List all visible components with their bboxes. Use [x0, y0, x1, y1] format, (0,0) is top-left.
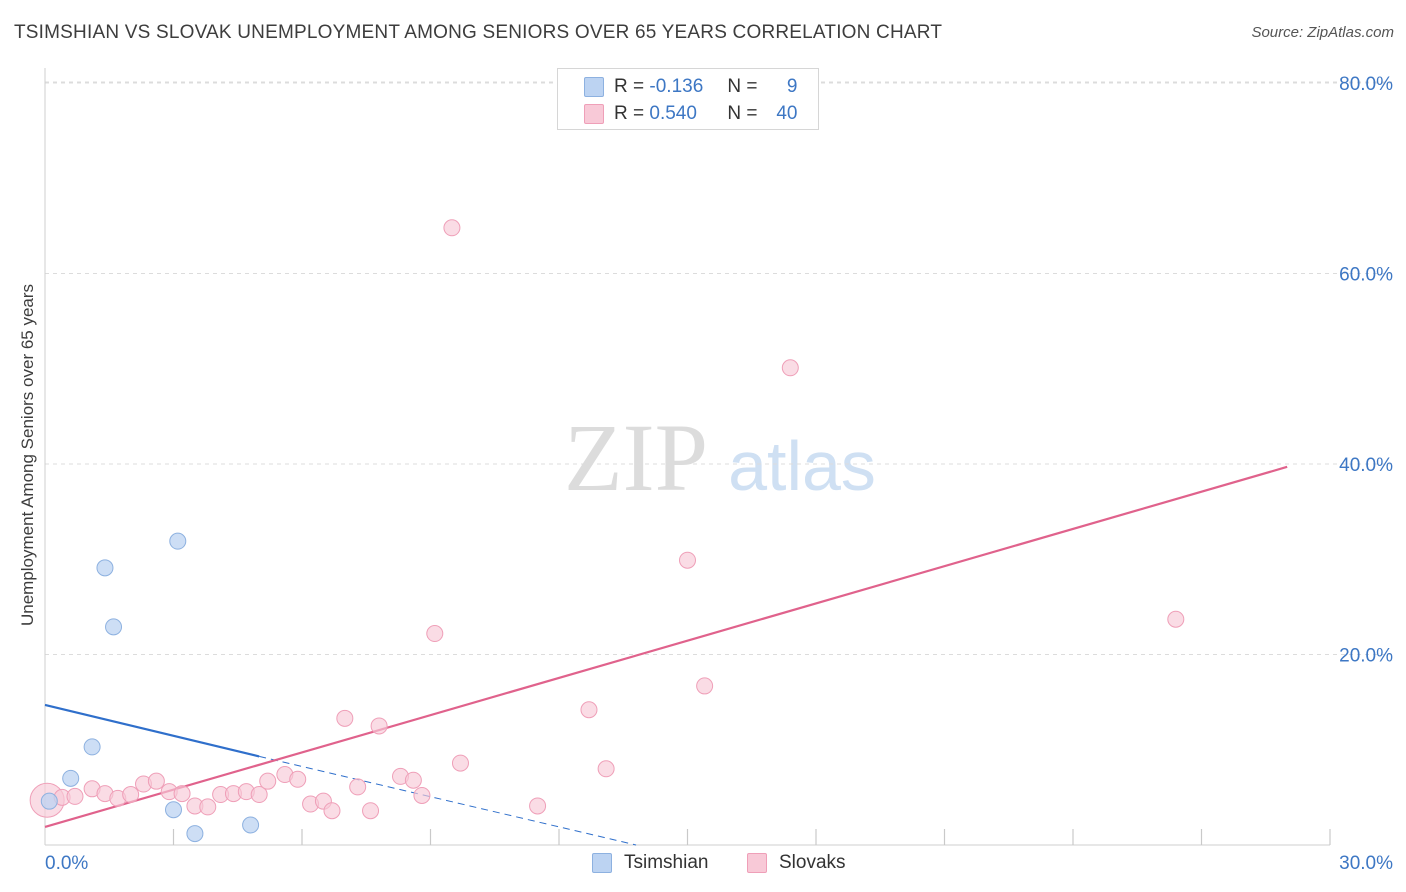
y-tick-label: 60.0%	[1339, 265, 1393, 286]
source-label: Source: ZipAtlas.com	[1251, 24, 1394, 41]
x-tick-label: 0.0%	[45, 853, 88, 874]
slovaks-point	[66, 787, 84, 805]
watermark-atlas: atlas	[728, 427, 876, 505]
slovaks-point	[289, 770, 307, 788]
slovaks-point	[250, 786, 268, 804]
slovaks-point	[199, 798, 217, 816]
slovaks-point	[404, 771, 422, 789]
legend-n-value: 40	[776, 103, 798, 124]
slovaks-trend-line	[44, 465, 1288, 828]
legend-row-slovaks: R = 0.540 N = 40	[584, 102, 798, 126]
slovaks-point	[147, 772, 165, 790]
legend-r-value: -0.136	[649, 76, 704, 97]
tsimshian-trend-extension	[259, 755, 637, 846]
correlation-legend: R = -0.136 N = 9 R = 0.540 N = 40	[557, 68, 819, 130]
bottom-legend-slovaks: Slovaks	[747, 852, 846, 874]
slovaks-point	[370, 717, 388, 735]
slovaks-point	[679, 551, 696, 569]
tick-labels: 20.0% 40.0% 60.0% 80.0% 0.0% 30.0%	[45, 74, 1393, 874]
slovaks-point	[451, 754, 469, 772]
tsimshian-point	[96, 559, 114, 577]
slovaks-point	[443, 219, 461, 237]
legend-n-label: N =	[727, 103, 758, 124]
chart-title: TSIMSHIAN VS SLOVAK UNEMPLOYMENT AMONG S…	[14, 22, 943, 43]
slovaks-point	[696, 677, 714, 695]
data-points	[29, 219, 1185, 843]
tsimshian-point	[105, 618, 123, 636]
tsimshian-point	[169, 532, 187, 550]
slovaks-point	[362, 802, 380, 820]
tsimshian-point	[186, 825, 204, 843]
slovaks-point	[259, 772, 277, 790]
slovaks-point	[173, 785, 191, 803]
legend-n-value: 9	[786, 76, 798, 97]
legend-r-label: R =	[614, 103, 645, 124]
slovaks-legend-swatch	[747, 853, 767, 873]
slovaks-point	[349, 778, 367, 796]
slovaks-point	[336, 709, 354, 727]
slovaks-point	[580, 701, 598, 719]
legend-r-value: 0.540	[649, 103, 697, 124]
x-tick-label: 30.0%	[1339, 853, 1393, 874]
slovaks-legend-label: Slovaks	[779, 852, 846, 873]
tsimshian-trend-line	[44, 703, 260, 758]
tsimshian-legend-label: Tsimshian	[624, 852, 709, 873]
slovaks-point	[426, 625, 444, 643]
slovaks-swatch	[584, 104, 604, 124]
slovaks-point	[323, 802, 341, 820]
legend-n-label: N =	[727, 76, 758, 97]
legend-r-label: R =	[614, 76, 645, 97]
y-tick-label: 80.0%	[1339, 74, 1393, 95]
tsimshian-point	[83, 738, 101, 756]
tsimshian-point	[242, 816, 260, 834]
slovaks-point	[597, 760, 615, 778]
slovaks-point	[529, 797, 547, 815]
tsimshian-swatch	[584, 77, 604, 97]
tsimshian-point	[40, 792, 58, 810]
tsimshian-legend-swatch	[592, 853, 612, 873]
slovaks-point	[413, 786, 431, 804]
tsimshian-point	[165, 801, 182, 819]
tsimshian-point	[62, 769, 80, 787]
grid-lines	[45, 81, 1392, 655]
slovaks-point	[122, 786, 140, 804]
trend-lines	[44, 465, 1288, 846]
slovaks-point	[781, 359, 799, 377]
y-tick-label: 20.0%	[1339, 646, 1393, 667]
axes	[44, 68, 1331, 846]
watermark-zip: ZIP	[564, 404, 708, 511]
legend-row-tsimshian: R = -0.136 N = 9	[584, 75, 798, 99]
bottom-legend-tsimshian: Tsimshian	[592, 852, 708, 874]
slovaks-point	[1167, 610, 1185, 628]
y-tick-label: 40.0%	[1339, 455, 1393, 476]
